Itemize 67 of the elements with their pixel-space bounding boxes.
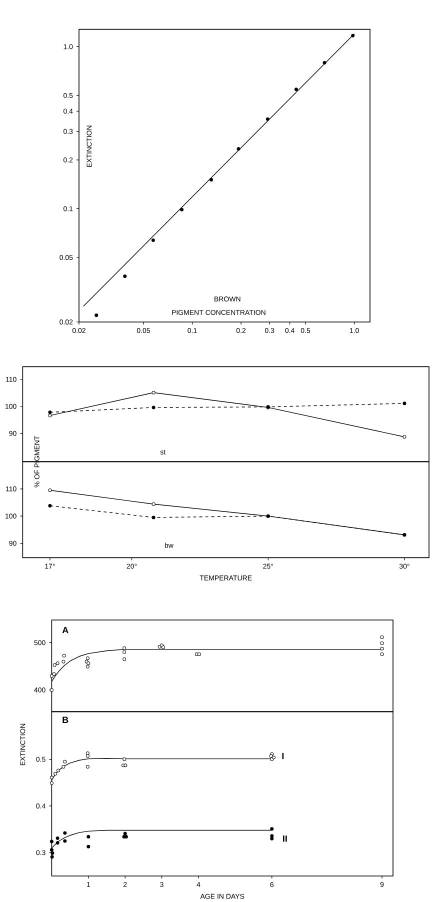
annotation: A xyxy=(62,626,68,634)
point xyxy=(152,516,156,520)
point xyxy=(54,772,58,776)
series-label: I xyxy=(282,752,284,760)
point xyxy=(380,636,384,640)
point xyxy=(294,88,298,92)
point xyxy=(56,768,60,772)
point xyxy=(351,34,355,38)
point xyxy=(48,410,52,414)
point xyxy=(122,646,126,650)
point xyxy=(56,841,60,845)
point xyxy=(402,402,406,406)
series-label: II xyxy=(283,836,287,842)
point xyxy=(86,844,90,848)
point xyxy=(86,751,90,755)
point xyxy=(402,435,406,439)
point xyxy=(56,662,60,666)
point xyxy=(50,840,54,844)
point xyxy=(270,834,274,838)
point xyxy=(151,238,155,242)
point xyxy=(86,664,90,668)
point xyxy=(180,208,184,212)
point xyxy=(270,836,274,840)
annotation: B xyxy=(62,716,68,724)
point xyxy=(50,781,54,785)
point xyxy=(86,754,90,758)
point xyxy=(236,147,240,151)
point xyxy=(63,839,67,843)
point xyxy=(52,672,56,676)
point xyxy=(322,60,326,64)
point xyxy=(86,765,90,769)
point xyxy=(50,851,54,855)
point xyxy=(63,760,67,764)
point xyxy=(380,646,384,650)
point xyxy=(210,178,214,182)
point xyxy=(50,848,54,852)
point xyxy=(50,776,54,780)
point xyxy=(266,117,270,121)
point xyxy=(122,658,126,662)
point xyxy=(122,758,126,762)
point xyxy=(48,504,52,508)
point xyxy=(270,827,274,831)
point xyxy=(94,314,98,318)
point xyxy=(62,660,66,664)
point xyxy=(380,642,384,646)
point xyxy=(48,488,52,492)
point xyxy=(124,764,128,768)
point xyxy=(152,390,156,394)
point xyxy=(62,765,66,769)
point xyxy=(152,502,156,506)
point xyxy=(152,406,156,410)
point xyxy=(50,688,54,692)
point xyxy=(380,652,384,656)
point xyxy=(50,674,54,678)
point xyxy=(86,835,90,839)
point xyxy=(56,836,60,840)
point xyxy=(123,274,127,278)
point xyxy=(52,663,56,667)
point xyxy=(123,832,127,836)
point xyxy=(62,654,66,658)
point xyxy=(194,652,198,656)
point xyxy=(86,656,90,660)
point xyxy=(48,414,52,418)
point xyxy=(63,831,67,835)
point xyxy=(197,652,201,656)
point xyxy=(122,650,126,654)
point xyxy=(50,855,54,859)
